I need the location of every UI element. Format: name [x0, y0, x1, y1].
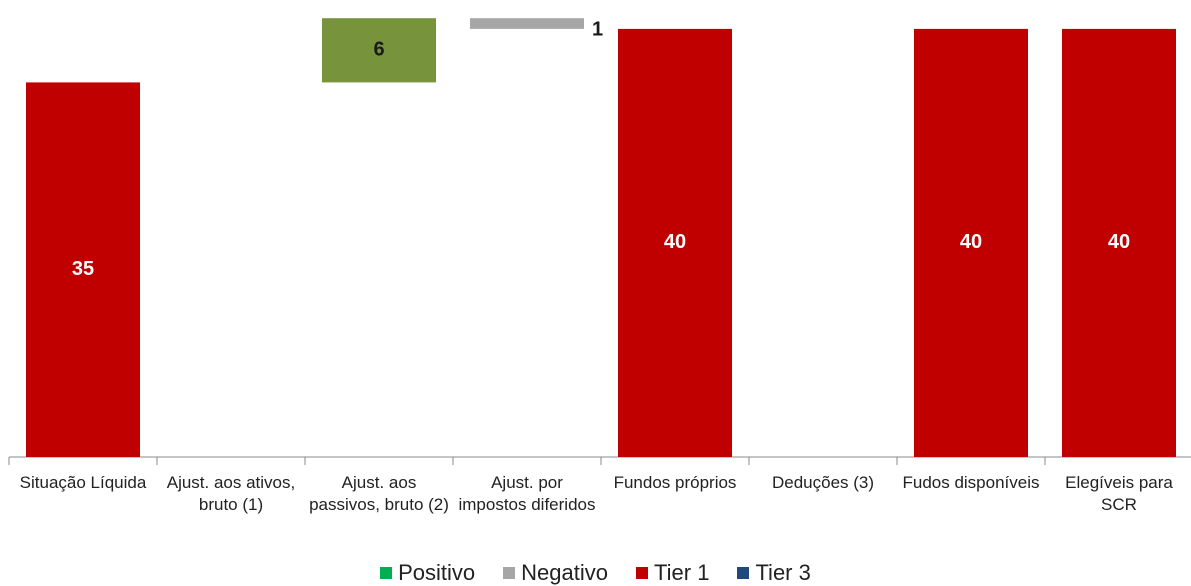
x-tick-label: Ajust. aos passivos, bruto (2): [309, 473, 449, 514]
legend-label: Tier 3: [755, 560, 811, 585]
data-label: 6: [373, 39, 384, 61]
x-tick-label: Ajust. por impostos diferidos: [458, 473, 596, 514]
bar: [914, 28, 1028, 458]
legend-item: Negativo: [503, 560, 608, 586]
legend: Positivo Negativo Tier 1 Tier 3: [0, 560, 1191, 586]
legend-item: Tier 1: [636, 560, 709, 586]
bar: [1062, 28, 1176, 458]
legend-swatch: [380, 567, 393, 579]
legend-swatch: [737, 567, 750, 579]
bar: [618, 28, 732, 458]
bar: [470, 18, 584, 29]
x-tick-label: Elegíveis para SCR: [1065, 473, 1173, 514]
x-tick-label: Deduções (3): [771, 473, 875, 492]
x-tick-label: Fundos próprios: [613, 473, 737, 492]
legend-swatch: [503, 567, 516, 579]
data-label: 1: [592, 18, 603, 40]
legend-label: Tier 1: [654, 560, 710, 585]
x-tick-label: Fudos disponíveis: [902, 473, 1040, 492]
x-tick-label: Ajust. aos ativos, bruto (1): [166, 473, 296, 514]
data-label: 40: [664, 231, 686, 253]
bar: [26, 82, 140, 457]
legend-item: Tier 3: [737, 560, 811, 586]
legend-swatch: [636, 567, 649, 579]
legend-item: Positivo: [380, 560, 475, 586]
legend-label: Negativo: [521, 560, 609, 585]
data-label: 35: [72, 258, 94, 280]
x-tick-label: Situação Líquida: [19, 473, 147, 492]
legend-label: Positivo: [398, 560, 476, 585]
bar: [322, 18, 436, 83]
data-label: 40: [1108, 231, 1130, 253]
data-label: 40: [960, 231, 982, 253]
